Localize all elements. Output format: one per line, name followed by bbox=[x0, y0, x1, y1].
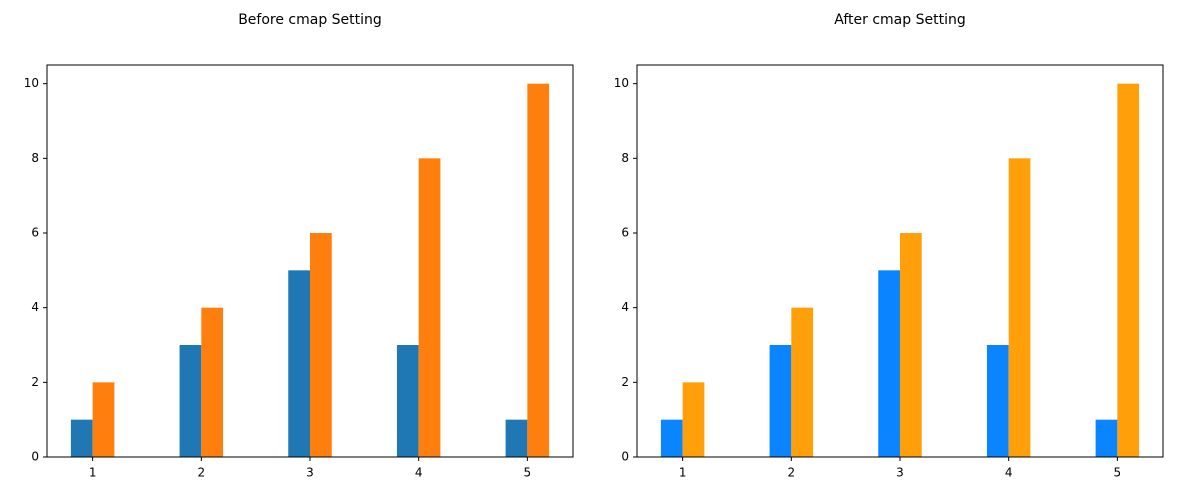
y-tick-label: 4 bbox=[31, 300, 39, 314]
chart-title: After cmap Setting bbox=[834, 12, 965, 28]
y-tick-label: 8 bbox=[31, 151, 39, 165]
y-tick-label: 4 bbox=[621, 300, 629, 314]
bar bbox=[505, 419, 528, 457]
x-tick-label: 5 bbox=[524, 466, 532, 480]
bar bbox=[92, 382, 115, 457]
bar bbox=[660, 419, 683, 457]
x-tick-label: 3 bbox=[306, 466, 314, 480]
bar bbox=[769, 345, 792, 457]
axes-frame bbox=[46, 64, 574, 458]
x-tick-label: 4 bbox=[1005, 466, 1013, 480]
x-tick-label: 2 bbox=[788, 466, 796, 480]
x-tick-label: 1 bbox=[679, 466, 687, 480]
y-tick-label: 0 bbox=[31, 450, 39, 464]
bar bbox=[1117, 83, 1140, 458]
bar bbox=[791, 307, 814, 457]
bar bbox=[201, 307, 224, 457]
y-tick-label: 6 bbox=[621, 226, 629, 240]
axes-frame bbox=[636, 64, 1164, 458]
y-tick-label: 6 bbox=[31, 226, 39, 240]
x-tick-label: 2 bbox=[198, 466, 206, 480]
y-tick-label: 10 bbox=[614, 76, 629, 90]
bar bbox=[396, 345, 419, 457]
bar bbox=[900, 233, 922, 457]
bar bbox=[310, 233, 332, 457]
bar bbox=[986, 345, 1009, 457]
bar bbox=[1008, 158, 1031, 458]
y-tick-label: 2 bbox=[31, 375, 39, 389]
y-tick-label: 0 bbox=[621, 450, 629, 464]
bar bbox=[527, 83, 550, 458]
bar bbox=[70, 419, 93, 457]
y-tick-label: 8 bbox=[621, 151, 629, 165]
bar bbox=[418, 158, 441, 458]
chart-title: Before cmap Setting bbox=[238, 12, 382, 28]
y-tick-label: 2 bbox=[621, 375, 629, 389]
x-tick-label: 3 bbox=[896, 466, 904, 480]
bar bbox=[288, 270, 310, 457]
bar bbox=[1095, 419, 1118, 457]
bar bbox=[179, 345, 202, 457]
x-tick-label: 5 bbox=[1114, 466, 1122, 480]
y-tick-label: 10 bbox=[24, 76, 39, 90]
bar bbox=[878, 270, 900, 457]
x-tick-label: 4 bbox=[415, 466, 423, 480]
bar bbox=[682, 382, 705, 457]
x-tick-label: 1 bbox=[89, 466, 97, 480]
